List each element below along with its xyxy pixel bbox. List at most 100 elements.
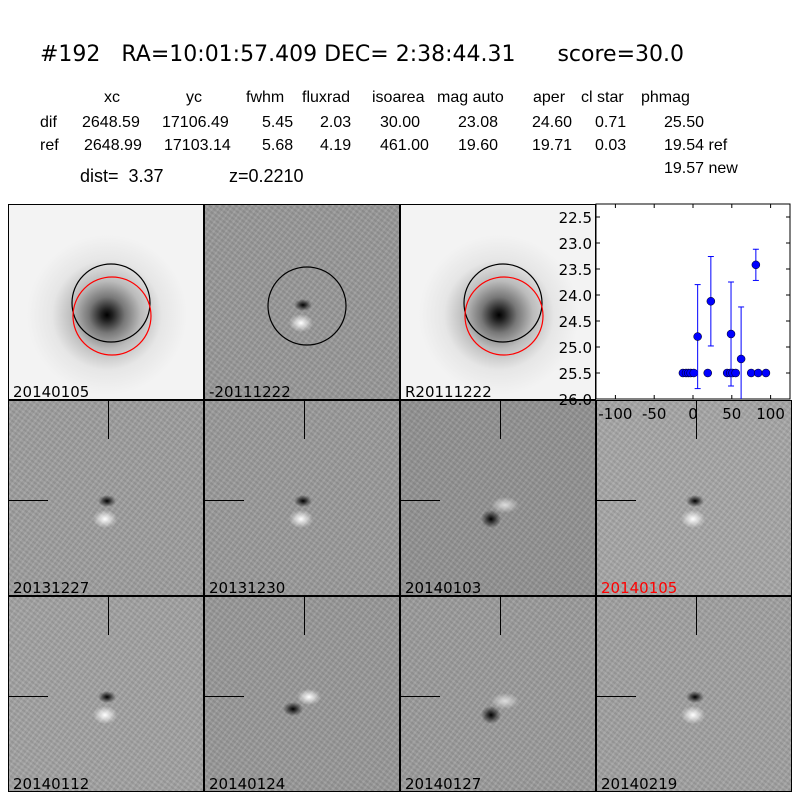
crosshair-vertical	[108, 597, 109, 635]
crosshair-vertical	[304, 597, 305, 635]
dif-value: 5.45	[262, 114, 294, 131]
y-tick-label: 25.5	[559, 365, 592, 383]
stamp-diff: 20140103	[400, 400, 596, 596]
y-tick-label: 24.5	[559, 313, 592, 331]
dif-value: 0.71	[595, 114, 627, 131]
ref-value: 461.00	[380, 137, 429, 154]
stamp-diff: 20131230	[204, 400, 400, 596]
y-tick-label: 23.5	[559, 261, 592, 279]
col-xc: xc	[104, 89, 120, 106]
ref-value: 0.03	[595, 137, 627, 154]
aperture-circle	[267, 266, 347, 346]
stamp-diff: 20140124	[204, 596, 400, 792]
data-point	[761, 368, 771, 378]
ref-value: 19.54 ref	[664, 137, 728, 154]
data-point	[693, 332, 702, 341]
data-point	[736, 354, 746, 364]
stamp-diff: 20140219	[596, 596, 792, 792]
dif-value: 2.03	[320, 114, 352, 131]
stamp-new: 20140105	[8, 204, 204, 400]
dif-value: 17106.49	[162, 114, 229, 131]
phmag-new: 19.57 new	[664, 160, 738, 177]
redshift-value: z=0.2210	[229, 166, 304, 186]
ref-value: 19.71	[532, 137, 573, 154]
y-tick-label: 24.0	[559, 287, 592, 305]
x-tick-label: 50	[722, 405, 741, 423]
col-fwhm: fwhm	[246, 89, 285, 106]
dif-value: 24.60	[532, 114, 573, 131]
data-point	[706, 296, 716, 306]
ref-value: 19.60	[458, 137, 499, 154]
ref-value: 17103.14	[164, 137, 231, 154]
crosshair-horizontal	[9, 500, 48, 501]
candidate-title: #192 RA=10:01:57.409 DEC= 2:38:44.31 sco…	[40, 42, 684, 67]
stamp-ref: R20111222	[400, 204, 596, 400]
y-tick-label: 25.0	[559, 339, 592, 357]
y-tick-label: 23.0	[559, 235, 592, 253]
dif-value: 25.50	[664, 114, 705, 131]
crosshair-horizontal	[9, 696, 48, 697]
stamp-date-label: 20131227	[13, 579, 90, 596]
stamp-date-label: R20111222	[405, 383, 492, 400]
crosshair-horizontal	[401, 696, 440, 697]
stamp-date-label: 20131230	[209, 579, 286, 596]
dif-value: 30.00	[380, 114, 421, 131]
col-clstar: cl star	[581, 89, 624, 106]
crosshair-horizontal	[205, 500, 244, 501]
dif-value: 2648.59	[82, 114, 140, 131]
data-point	[689, 368, 699, 378]
crosshair-horizontal	[597, 696, 636, 697]
plot-area	[595, 203, 791, 400]
col-aper: aper	[533, 89, 566, 106]
ref-row-label: ref	[40, 137, 59, 154]
ref-value: 5.68	[262, 137, 294, 154]
crosshair-vertical	[304, 401, 305, 439]
stamp-diff: 20131227	[8, 400, 204, 596]
col-isoarea: isoarea	[372, 89, 425, 106]
col-magauto: mag auto	[437, 89, 504, 106]
crosshair-vertical	[696, 401, 697, 439]
x-tick-label: 0	[688, 405, 698, 423]
stamp-date-label: 20140105	[13, 383, 90, 400]
dist-value: dist= 3.37	[80, 166, 164, 186]
col-fluxrad: fluxrad	[302, 89, 351, 106]
crosshair-vertical	[500, 597, 501, 635]
aperture-circles	[71, 263, 152, 356]
stamp-date-label: -20111222	[209, 383, 291, 400]
crosshair-horizontal	[597, 500, 636, 501]
light-curve-plot: 22.5 23.0 23.5 24.0 24.5 25.0 25.5 26.0 -100 -50 0…	[559, 203, 791, 423]
x-tick-label: -50	[642, 405, 667, 423]
ref-value: 4.19	[320, 137, 352, 154]
dif-value: 23.08	[458, 114, 499, 131]
col-yc: yc	[186, 89, 202, 106]
y-tick-label: 26.0	[559, 391, 592, 409]
y-tick-label: 22.5	[559, 209, 592, 227]
crosshair-vertical	[696, 597, 697, 635]
col-phmag: phmag	[641, 89, 690, 106]
crosshair-vertical	[108, 401, 109, 439]
stamp-date-label: 20140219	[601, 775, 678, 792]
crosshair-horizontal	[205, 696, 244, 697]
stamp-date-label: 20140103	[405, 579, 482, 596]
ref-value: 2648.99	[84, 137, 142, 154]
dif-row-label: dif	[40, 114, 57, 131]
x-tick-label: 100	[756, 405, 785, 423]
crosshair-vertical	[500, 401, 501, 439]
stamp-date-label: 20140105	[601, 579, 678, 596]
stamp-diff: 20140112	[8, 596, 204, 792]
x-tick-label: -100	[598, 405, 632, 423]
stamp-date-label: 20140112	[13, 775, 90, 792]
aperture-circles	[463, 263, 544, 356]
stamp-date-label: 20140124	[209, 775, 286, 792]
stamp-diff: -20111222	[204, 204, 400, 400]
data-point	[726, 329, 736, 339]
data-point	[703, 368, 712, 378]
data-point	[751, 260, 761, 270]
data-point	[731, 368, 740, 378]
stamp-date-label: 20140127	[405, 775, 482, 792]
stamp-diff: 20140127	[400, 596, 596, 792]
data-point	[753, 368, 763, 378]
crosshair-horizontal	[401, 500, 440, 501]
stamp-diff: 20140105	[596, 400, 792, 596]
